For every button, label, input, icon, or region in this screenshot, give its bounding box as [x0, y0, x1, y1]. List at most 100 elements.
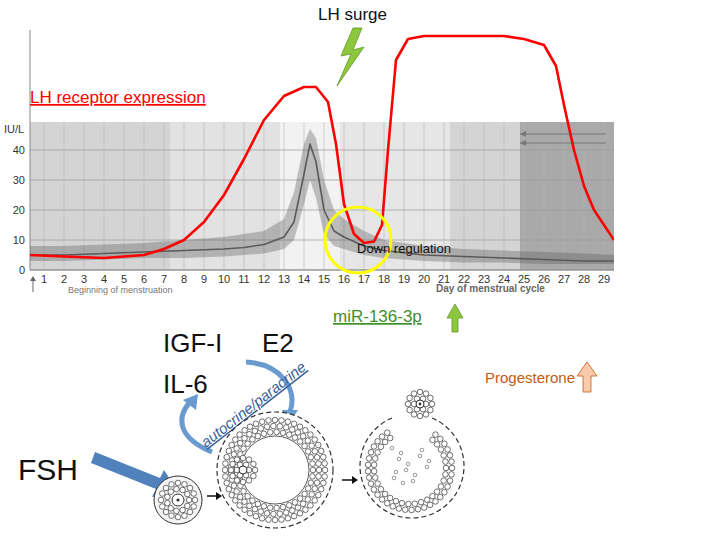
series-label: LH receptor expression	[30, 88, 206, 107]
cell	[449, 459, 455, 465]
cell	[264, 511, 270, 517]
cell	[427, 459, 431, 463]
cell	[316, 442, 322, 448]
cell	[267, 505, 273, 511]
cell	[252, 428, 258, 434]
cell	[409, 507, 415, 513]
cell	[165, 500, 171, 506]
y-axis-label: IU/L	[4, 123, 24, 135]
cell	[289, 508, 295, 514]
follicle-small	[154, 476, 202, 524]
cell	[316, 474, 322, 480]
cell	[373, 456, 379, 462]
cell	[425, 465, 429, 469]
cell	[413, 473, 417, 477]
phase-shade	[520, 122, 614, 270]
cell	[165, 494, 171, 500]
cell	[272, 517, 278, 523]
follicle-outline	[217, 412, 333, 528]
cell	[387, 495, 393, 501]
cell	[312, 486, 318, 492]
cell	[399, 500, 405, 506]
cell	[247, 503, 253, 509]
cell	[321, 480, 327, 486]
cell	[305, 449, 311, 455]
cell	[224, 480, 230, 486]
cell	[242, 428, 248, 434]
stage-arrow-head	[352, 476, 358, 484]
nucleus	[176, 498, 179, 501]
decor-arrows	[520, 131, 606, 146]
cell	[297, 439, 303, 445]
cell	[423, 391, 429, 397]
cell	[371, 468, 377, 474]
cell	[191, 491, 197, 497]
cell	[240, 479, 246, 485]
cell	[433, 432, 439, 438]
cell	[371, 444, 377, 450]
cell	[258, 426, 264, 432]
cell	[447, 453, 453, 459]
cell	[434, 489, 440, 495]
cell	[286, 432, 292, 438]
y-tick-label: 20	[13, 204, 25, 216]
x-tick-label: 12	[258, 273, 270, 285]
cell	[237, 503, 243, 509]
phase-shade	[340, 122, 450, 270]
panel-bg	[30, 122, 614, 270]
x-tick-label: 8	[181, 273, 187, 285]
cell	[305, 486, 311, 492]
cell	[314, 455, 320, 461]
cell	[407, 395, 413, 401]
cell	[241, 489, 247, 495]
cell	[404, 468, 408, 472]
cell	[427, 502, 433, 508]
cell	[255, 501, 261, 507]
annotations: LH surgeDown regulationmiR-136-3pProgest…	[318, 5, 597, 392]
band	[30, 129, 614, 264]
cell	[186, 497, 192, 503]
cell	[375, 481, 381, 487]
cell	[322, 474, 328, 480]
x-tick-label: 11	[238, 273, 249, 285]
cell	[302, 443, 308, 449]
cell	[192, 497, 198, 503]
cell	[375, 439, 381, 445]
cell	[407, 407, 413, 413]
x-tick-label: 1	[41, 273, 47, 285]
cell	[411, 391, 417, 397]
cell	[292, 435, 298, 441]
cell	[185, 503, 191, 509]
x-tick-label: 13	[278, 273, 290, 285]
cell	[303, 428, 309, 434]
cell	[443, 465, 449, 471]
x-axis-label: Day of menstrual cycle	[436, 283, 545, 294]
cell	[447, 478, 453, 484]
decor-head	[520, 131, 526, 137]
cell	[417, 413, 423, 419]
cell	[399, 451, 403, 455]
cell	[292, 500, 298, 506]
cell	[303, 507, 309, 513]
cell	[394, 470, 398, 474]
cell	[250, 437, 256, 443]
cell	[261, 504, 267, 510]
cell	[230, 461, 236, 467]
down-regulation: Down regulation	[357, 241, 451, 256]
cell	[163, 509, 169, 515]
cell	[242, 507, 248, 513]
cell	[443, 459, 449, 465]
cell	[180, 487, 186, 493]
oocyte	[172, 494, 184, 506]
cell	[406, 462, 410, 466]
x-tick-label: 28	[578, 273, 590, 285]
cell	[445, 484, 451, 490]
cell	[312, 498, 318, 504]
cell	[234, 489, 240, 495]
cell	[433, 499, 439, 505]
cell	[271, 511, 277, 517]
grid-line-x	[484, 122, 485, 270]
grid-line-y	[30, 270, 614, 271]
cell	[441, 453, 447, 459]
cell	[280, 504, 286, 510]
